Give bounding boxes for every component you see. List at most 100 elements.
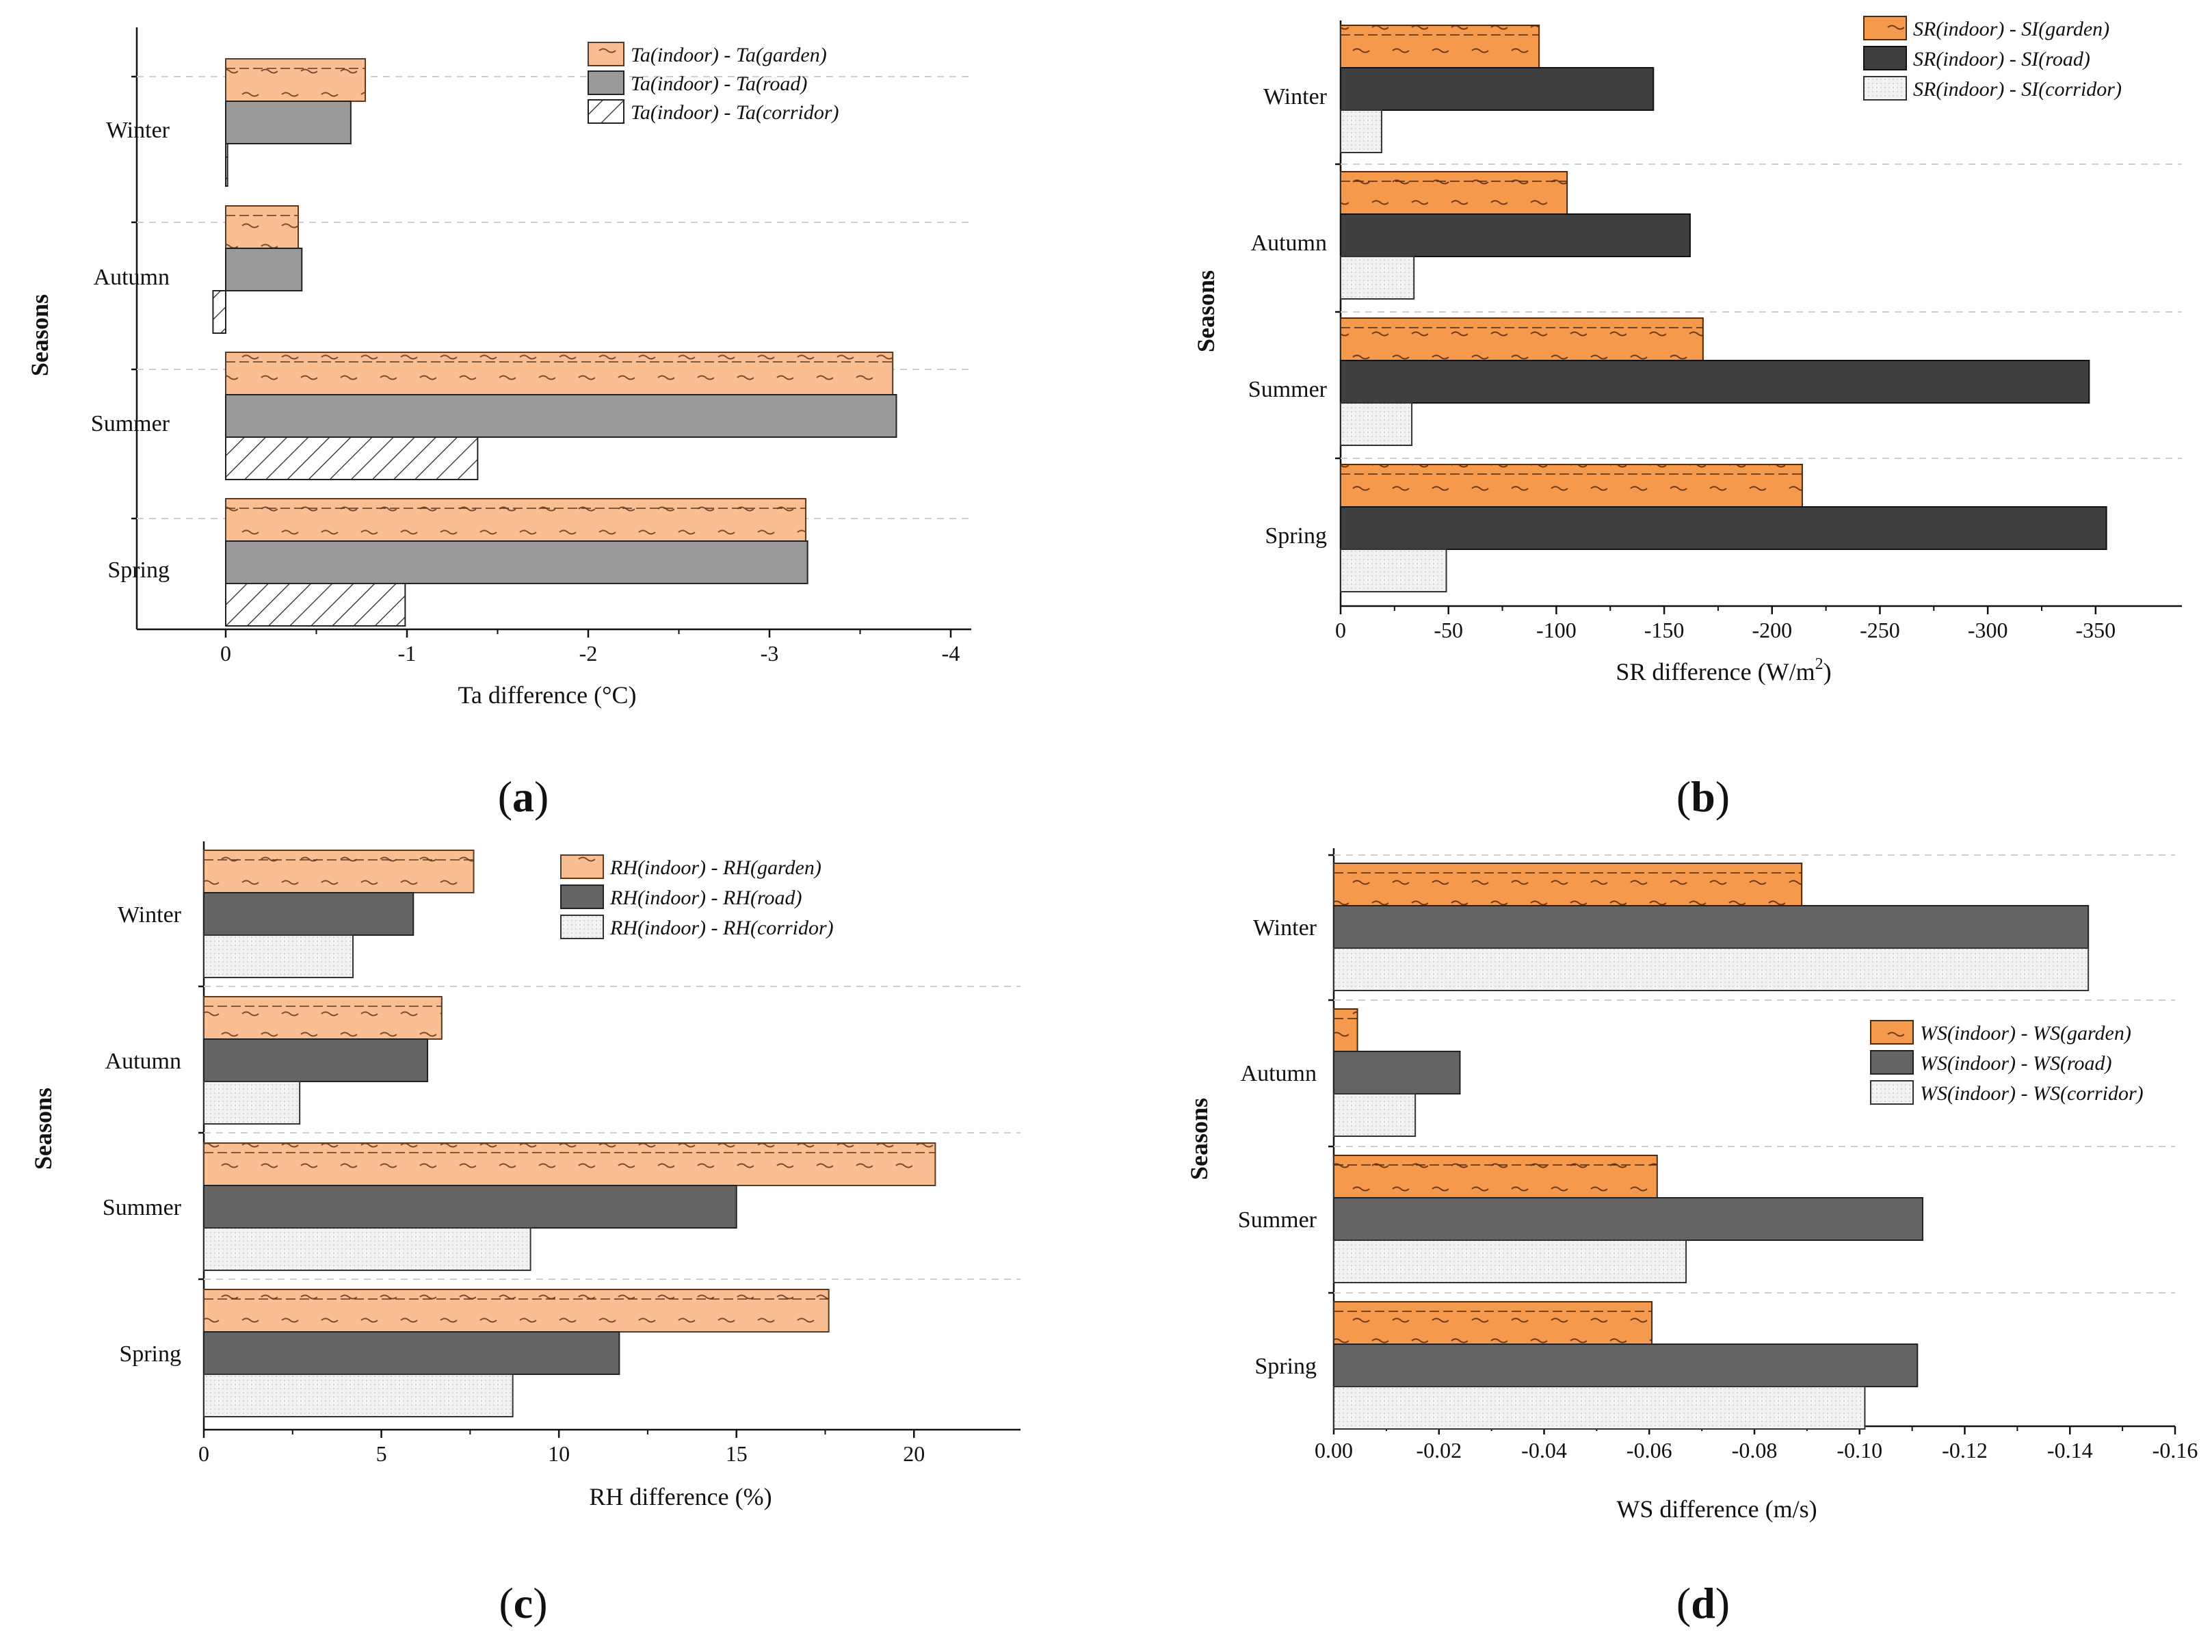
panel-b-xlabel: SR difference (W/m2): [1616, 655, 1831, 685]
bar-summer-series-1: [203, 1185, 737, 1229]
x-tick-label: 0: [220, 641, 231, 666]
bar-spring-series-1: [203, 1331, 620, 1375]
panel-b-category-labels: Winter Autumn Summer Spring: [1248, 84, 1328, 549]
bar-winter-series-2: [225, 143, 228, 187]
legend-label: SR(indoor) - SI(road): [1913, 48, 2090, 70]
panel-c-category-labels: Winter Autumn Summer Spring: [103, 902, 182, 1367]
category-label-autumn: Autumn: [105, 1049, 181, 1074]
bar-winter-series-2: [1340, 109, 1382, 153]
panel-a-legend: Ta(indoor) - Ta(garden) Ta(indoor) - Ta(r…: [588, 42, 839, 124]
panel-d: 0.00 -0.02 -0.04 -0.06 -0.08 -0.10 -0.12 -0.14 -…: [1185, 848, 2198, 1627]
bar-spring-series-0: [203, 1289, 830, 1333]
legend-label: WS(indoor) - WS(road): [1920, 1052, 2112, 1075]
category-label-winter: Winter: [1263, 84, 1328, 109]
panel-c-gridlines: [204, 986, 1021, 1280]
x-tick-label: 10: [548, 1441, 570, 1466]
legend-swatch: [560, 884, 604, 909]
bar-spring-series-1: [225, 540, 808, 584]
legend-label: Ta(indoor) - Ta(garden): [631, 44, 827, 66]
panel-b-ticks: 0 -50 -100 -150 -200 -250 -300 -350: [1335, 163, 2116, 642]
panel-d-category-labels: Winter Autumn Summer Spring: [1238, 915, 1317, 1379]
bar-spring-series-2: [203, 1374, 514, 1417]
bar-spring-series-0: [1340, 464, 1803, 508]
x-tick-label: -0.12: [1942, 1438, 1988, 1463]
panel-b: 0 -50 -100 -150 -200 -250 -300 -350 Winter Autum…: [1192, 16, 2182, 821]
category-label-spring: Spring: [1265, 523, 1327, 549]
bar-autumn-series-1: [1333, 1051, 1461, 1094]
bar-autumn-series-2: [203, 1081, 301, 1125]
legend-swatch: [560, 854, 604, 879]
bar-spring-series-0: [225, 498, 806, 542]
bar-summer-series-1: [1333, 1197, 1923, 1241]
bar-summer-series-2: [1333, 1240, 1687, 1283]
bar-winter-series-1: [1333, 905, 2090, 949]
legend-swatch: [560, 915, 604, 939]
panel-c-xlabel: RH difference (%): [589, 1483, 772, 1510]
panel-c-bars: [203, 850, 936, 1417]
legend-label: Ta(indoor) - Ta(corridor): [631, 101, 839, 124]
x-tick-label: -0.10: [1836, 1438, 1882, 1463]
x-tick-label: -3: [761, 641, 779, 666]
bar-spring-series-1: [1340, 506, 2107, 550]
legend-swatch: [588, 99, 624, 124]
panel-b-label: (b): [1676, 772, 1730, 821]
x-tick-label: 20: [903, 1441, 925, 1466]
legend-swatch: [1863, 46, 1907, 70]
category-label-spring: Spring: [107, 558, 170, 583]
x-tick-label: -2: [579, 641, 598, 666]
x-tick-label: -200: [1752, 618, 1792, 642]
bar-winter-series-2: [1333, 947, 2090, 991]
x-tick-label: 0: [1335, 618, 1346, 642]
panel-d-xlabel: WS difference (m/s): [1616, 1495, 1817, 1523]
bar-winter-series-0: [1340, 25, 1540, 68]
panel-a-xlabel: Ta difference (°C): [458, 681, 636, 709]
legend-label: WS(indoor) - WS(garden): [1920, 1022, 2131, 1045]
bar-summer-series-1: [1340, 360, 2090, 404]
bar-autumn-series-2: [1340, 256, 1415, 300]
panel-c-ylabel: Seasons: [29, 1088, 57, 1170]
bar-autumn-series-1: [225, 248, 303, 291]
panel-d-label: (d): [1676, 1579, 1730, 1627]
x-tick-label: -150: [1644, 618, 1685, 642]
legend-swatch: [588, 42, 624, 66]
legend-swatch: [1863, 76, 1907, 101]
bar-summer-series-2: [225, 436, 479, 480]
bar-autumn-series-0: [203, 996, 443, 1040]
panel-c-label: (c): [499, 1579, 547, 1627]
x-tick-label: -0.08: [1732, 1438, 1778, 1463]
bar-summer-series-0: [1333, 1155, 1658, 1198]
bar-autumn-series-0: [225, 205, 299, 249]
bar-summer-series-0: [203, 1142, 936, 1186]
panel-c-legend: RH(indoor) - RH(garden) RH(indoor) - RH(r…: [560, 854, 834, 939]
x-tick-label: -0.02: [1416, 1438, 1462, 1463]
bar-winter-series-0: [203, 850, 475, 893]
bar-spring-series-2: [1333, 1386, 1866, 1430]
x-tick-label: 15: [726, 1441, 748, 1466]
x-tick-label: -350: [2076, 618, 2116, 642]
legend-swatch: [1870, 1080, 1914, 1105]
x-tick-label: -1: [398, 641, 417, 666]
bar-spring-series-0: [1333, 1301, 1653, 1345]
panel-a-ticks: 0 -1 -2 -3 -4: [131, 75, 960, 666]
panel-a-label: (a): [498, 772, 549, 821]
legend-label: SR(indoor) - SI(corridor): [1913, 78, 2122, 101]
bar-summer-series-2: [1340, 402, 1413, 446]
legend-label: RH(indoor) - RH(road): [609, 887, 802, 909]
legend-swatch: [1870, 1050, 1914, 1075]
category-label-autumn: Autumn: [94, 265, 170, 290]
x-tick-label: -50: [1434, 618, 1463, 642]
legend-label: WS(indoor) - WS(corridor): [1920, 1082, 2144, 1105]
category-label-autumn: Autumn: [1241, 1061, 1317, 1086]
panel-c: 0 5 10 15 20 Winter Autumn Summer Spring RH dif…: [29, 841, 1021, 1627]
panel-a: 0 -1 -2 -3 -4 Winter Autumn Summer Spring Ta di…: [26, 27, 971, 821]
panel-c-ticks: 0 5 10 15 20: [198, 985, 925, 1466]
panel-b-legend: SR(indoor) - SI(garden) SR(indoor) - SI(r…: [1863, 16, 2122, 101]
legend-label: RH(indoor) - RH(garden): [609, 856, 821, 879]
x-tick-label: -4: [942, 641, 960, 666]
category-label-summer: Summer: [1238, 1207, 1317, 1233]
bar-summer-series-1: [225, 394, 897, 438]
panel-d-bars: [1333, 863, 2090, 1430]
bar-autumn-series-0: [1340, 171, 1568, 215]
panel-a-bars: [212, 58, 897, 627]
